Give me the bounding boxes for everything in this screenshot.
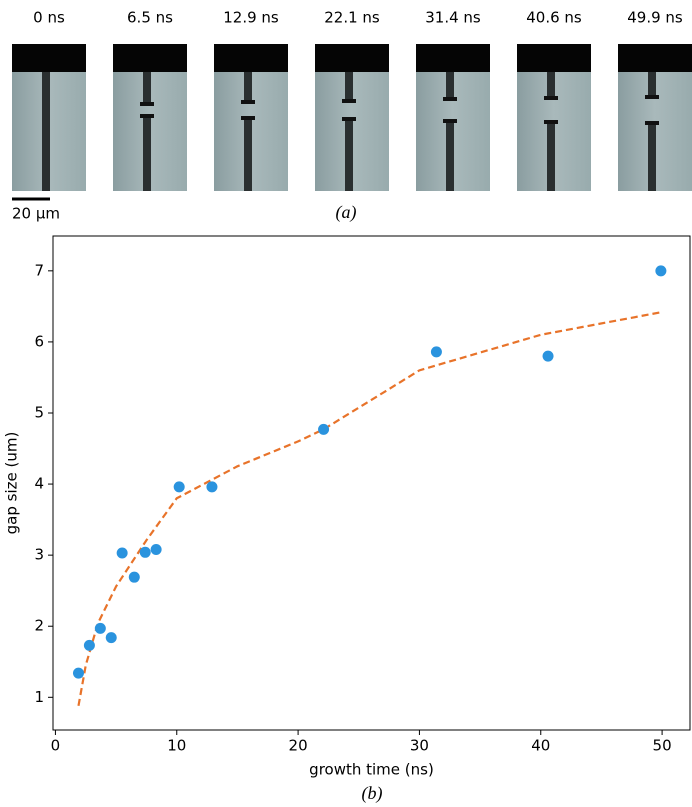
wire (648, 121, 656, 191)
y-tick-label: 3 (34, 546, 44, 564)
data-point (655, 265, 667, 277)
wire-end (544, 96, 558, 100)
plot-frame (52, 235, 691, 731)
wire (648, 72, 656, 99)
data-point (206, 481, 218, 493)
y-tick-label: 2 (34, 617, 44, 635)
frame-top (618, 44, 692, 72)
wire-end (241, 116, 255, 120)
scale-bar-label: 20 µm (12, 205, 60, 223)
wire (143, 72, 151, 106)
y-tick-label: 7 (34, 261, 44, 279)
wire (547, 120, 555, 191)
y-tick-label: 1 (34, 688, 44, 706)
data-point (173, 481, 185, 493)
data-point (318, 423, 330, 435)
wire-end (140, 102, 154, 106)
wire-end (241, 100, 255, 104)
frame-label: 31.4 ns (425, 9, 481, 27)
x-tick-label: 20 (289, 737, 308, 755)
wire-end (645, 95, 659, 99)
wire-end (443, 97, 457, 101)
wire-end (342, 117, 356, 121)
x-tick-label: 0 (51, 737, 61, 755)
frame-top (113, 44, 187, 72)
data-point (139, 546, 151, 558)
fit-line (77, 310, 663, 707)
y-tick-label: 6 (34, 332, 44, 350)
wire (446, 119, 454, 191)
wire (446, 72, 454, 101)
frame-top (517, 44, 591, 72)
wire (143, 114, 151, 191)
wire (244, 72, 252, 104)
x-tick-label: 10 (167, 737, 186, 755)
wire-end (342, 99, 356, 103)
frame-label: 12.9 ns (223, 9, 279, 27)
wire (345, 117, 353, 191)
wire (547, 72, 555, 100)
wire-end (140, 114, 154, 118)
data-point (542, 350, 554, 362)
wire-end (544, 120, 558, 124)
frame-top (416, 44, 490, 72)
data-point (105, 632, 117, 644)
frame-top (214, 44, 288, 72)
frame-label: 0 ns (33, 9, 65, 27)
wire (345, 72, 353, 103)
data-point (430, 346, 442, 358)
y-tick-label: 4 (34, 475, 44, 493)
caption: (b) (362, 783, 383, 804)
caption: (a) (336, 202, 357, 223)
wire (42, 72, 50, 191)
data-point (128, 571, 140, 583)
data-point (116, 547, 128, 559)
wire-end (645, 121, 659, 125)
frame-top (315, 44, 389, 72)
data-point (83, 639, 95, 651)
y-tick-label: 5 (34, 403, 44, 421)
x-axis-label: growth time (ns) (309, 761, 434, 779)
y-axis-label: gap size (um) (3, 432, 21, 535)
data-point (72, 667, 84, 679)
wire (244, 116, 252, 191)
frame-label: 49.9 ns (627, 9, 683, 27)
x-tick-label: 40 (531, 737, 550, 755)
frame-label: 6.5 ns (127, 9, 173, 27)
frame-label: 40.6 ns (526, 9, 582, 27)
wire-end (443, 119, 457, 123)
frame-top (12, 44, 86, 72)
x-tick-label: 50 (653, 737, 672, 755)
x-tick-label: 30 (410, 737, 429, 755)
frame-label: 22.1 ns (324, 9, 380, 27)
data-point (94, 622, 106, 634)
data-point (150, 543, 162, 555)
